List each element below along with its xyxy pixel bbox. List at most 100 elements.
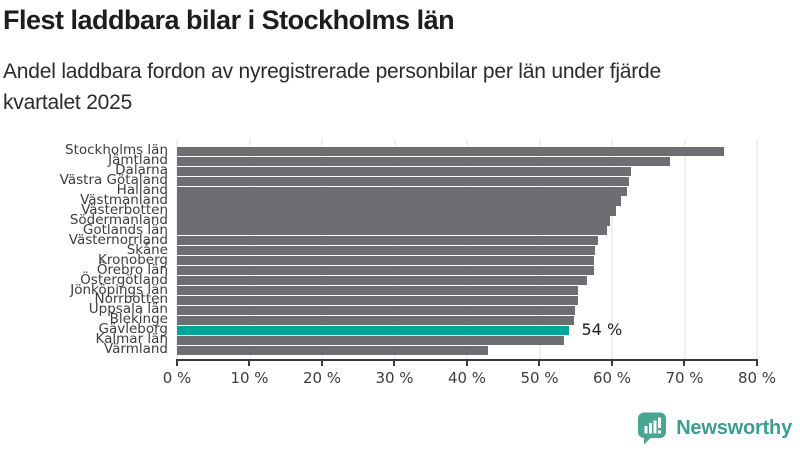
chart-row: Västmanland xyxy=(0,192,790,209)
x-axis-tick xyxy=(465,360,468,366)
chart-row: Västerbotten xyxy=(0,202,790,219)
bar-track xyxy=(177,146,757,156)
newsworthy-logo-icon xyxy=(638,412,667,445)
bar-track xyxy=(177,315,757,325)
x-axis-tick xyxy=(175,360,178,366)
x-axis-tick-label: 80 % xyxy=(737,369,777,387)
bar-track xyxy=(177,335,757,345)
bar-track xyxy=(177,216,757,226)
chart-row: Örebro län xyxy=(0,261,790,278)
chart-row: Jönköpings län xyxy=(0,281,790,298)
bar xyxy=(177,285,578,296)
brand-name: Newsworthy xyxy=(676,417,792,439)
chart-row: Stockholms län xyxy=(0,144,790,157)
bar-track xyxy=(177,275,757,286)
bar xyxy=(177,305,576,315)
bar-track xyxy=(177,206,757,216)
bar xyxy=(177,335,565,345)
y-axis-label: Blekinge xyxy=(109,311,168,328)
bar xyxy=(177,315,574,325)
y-axis-label: Gotlands län xyxy=(82,221,168,238)
bar xyxy=(177,176,630,186)
chart-row: Västra Götaland xyxy=(0,172,790,189)
y-axis-label: Dalarna xyxy=(115,162,168,179)
x-axis-tick xyxy=(755,360,758,366)
value-annotation: 54 % xyxy=(581,320,623,340)
chart-rows: Stockholms län Jämtland Dalarna Västra Göta… xyxy=(0,144,790,358)
y-axis-label: Södermanland xyxy=(69,211,168,228)
chart-row: Gävleborg 54 % xyxy=(0,320,790,340)
x-axis-tick-label: 0 % xyxy=(162,369,192,387)
bar-track xyxy=(177,345,757,355)
y-axis-label: Värmland xyxy=(103,341,168,358)
bar-track xyxy=(177,196,757,206)
bar xyxy=(177,146,725,156)
bar xyxy=(177,216,610,226)
y-axis-label: Norrbotten xyxy=(94,291,169,308)
y-axis-label: Örebro län xyxy=(96,261,168,278)
bar-track xyxy=(177,226,757,236)
x-axis-tick-label: 10 % xyxy=(230,369,269,387)
y-axis-label: Jämtland xyxy=(108,152,168,169)
chart-row: Gotlands län xyxy=(0,221,790,238)
x-axis-tick-labels: 0 % 10 % 20 % 30 % 40 % 50 % 60 % 70 % 80 % xyxy=(163,369,776,389)
bar-track xyxy=(177,305,757,315)
bar-track xyxy=(177,266,757,276)
bar xyxy=(177,275,587,286)
x-axis-tick-label: 50 % xyxy=(520,369,559,387)
bar xyxy=(177,236,598,246)
x-axis-tick-label: 70 % xyxy=(665,369,704,387)
x-axis-tick xyxy=(610,360,613,366)
gridline xyxy=(611,139,613,359)
y-axis-label: Östergötland xyxy=(80,271,168,288)
x-axis-tick-label: 30 % xyxy=(375,369,414,387)
bar xyxy=(177,186,627,196)
chart-row: Kalmar län xyxy=(0,331,790,348)
x-axis-tick xyxy=(248,360,250,366)
chart-row: Uppsala län xyxy=(0,301,790,318)
bar xyxy=(177,206,616,216)
bar xyxy=(177,345,489,355)
x-axis-tick xyxy=(538,360,540,366)
y-axis-label: Västerbotten xyxy=(81,202,168,219)
brand-footer: Newsworthy xyxy=(637,412,792,445)
chart-row: Värmland xyxy=(0,341,790,358)
y-axis-label: Kalmar län xyxy=(95,331,168,348)
y-axis-label: Västmanland xyxy=(80,192,168,209)
x-axis-tick-label: 40 % xyxy=(447,369,487,387)
gridline xyxy=(684,139,685,359)
chart-row: Dalarna xyxy=(0,162,790,179)
y-axis-label: Jönköpings län xyxy=(70,281,168,298)
x-axis-tick-label: 60 % xyxy=(592,369,632,387)
bar xyxy=(177,226,607,236)
bar xyxy=(177,196,621,206)
subtitle-line-2: kvartalet 2025 xyxy=(3,91,133,114)
chart-subtitle: Andel laddbara fordon av nyregistrerade … xyxy=(3,56,661,118)
subtitle-line-1: Andel laddbara fordon av nyregistrerade … xyxy=(3,60,662,83)
x-axis-line xyxy=(175,358,758,366)
bar-track xyxy=(177,236,757,246)
bar xyxy=(177,295,578,306)
bar xyxy=(177,156,670,166)
bar-track xyxy=(177,246,757,256)
y-axis-label: Gävleborg xyxy=(98,321,169,338)
y-axis-label: Uppsala län xyxy=(88,301,168,318)
x-axis-tick xyxy=(393,360,395,366)
y-axis-label: Skåne xyxy=(126,241,168,258)
chart-row: Jämtland xyxy=(0,152,790,169)
chart-row: Skåne xyxy=(0,241,790,258)
y-axis-label: Halland xyxy=(116,182,168,199)
bar-track xyxy=(177,256,757,266)
y-axis-label: Västernorrland xyxy=(68,231,168,248)
bar-track xyxy=(177,156,757,166)
y-axis-label: Kronoberg xyxy=(98,251,168,268)
bar xyxy=(177,256,594,266)
page-title: Flest laddbara bilar i Stockholms län xyxy=(3,5,455,35)
bar-highlighted xyxy=(177,325,569,335)
bar-track xyxy=(177,166,757,176)
bar-track xyxy=(177,176,757,186)
chart-row: Kronoberg xyxy=(0,251,790,268)
y-axis-label: Västra Götaland xyxy=(59,172,168,189)
bar xyxy=(177,266,594,276)
x-axis-tick-label: 20 % xyxy=(302,369,342,387)
